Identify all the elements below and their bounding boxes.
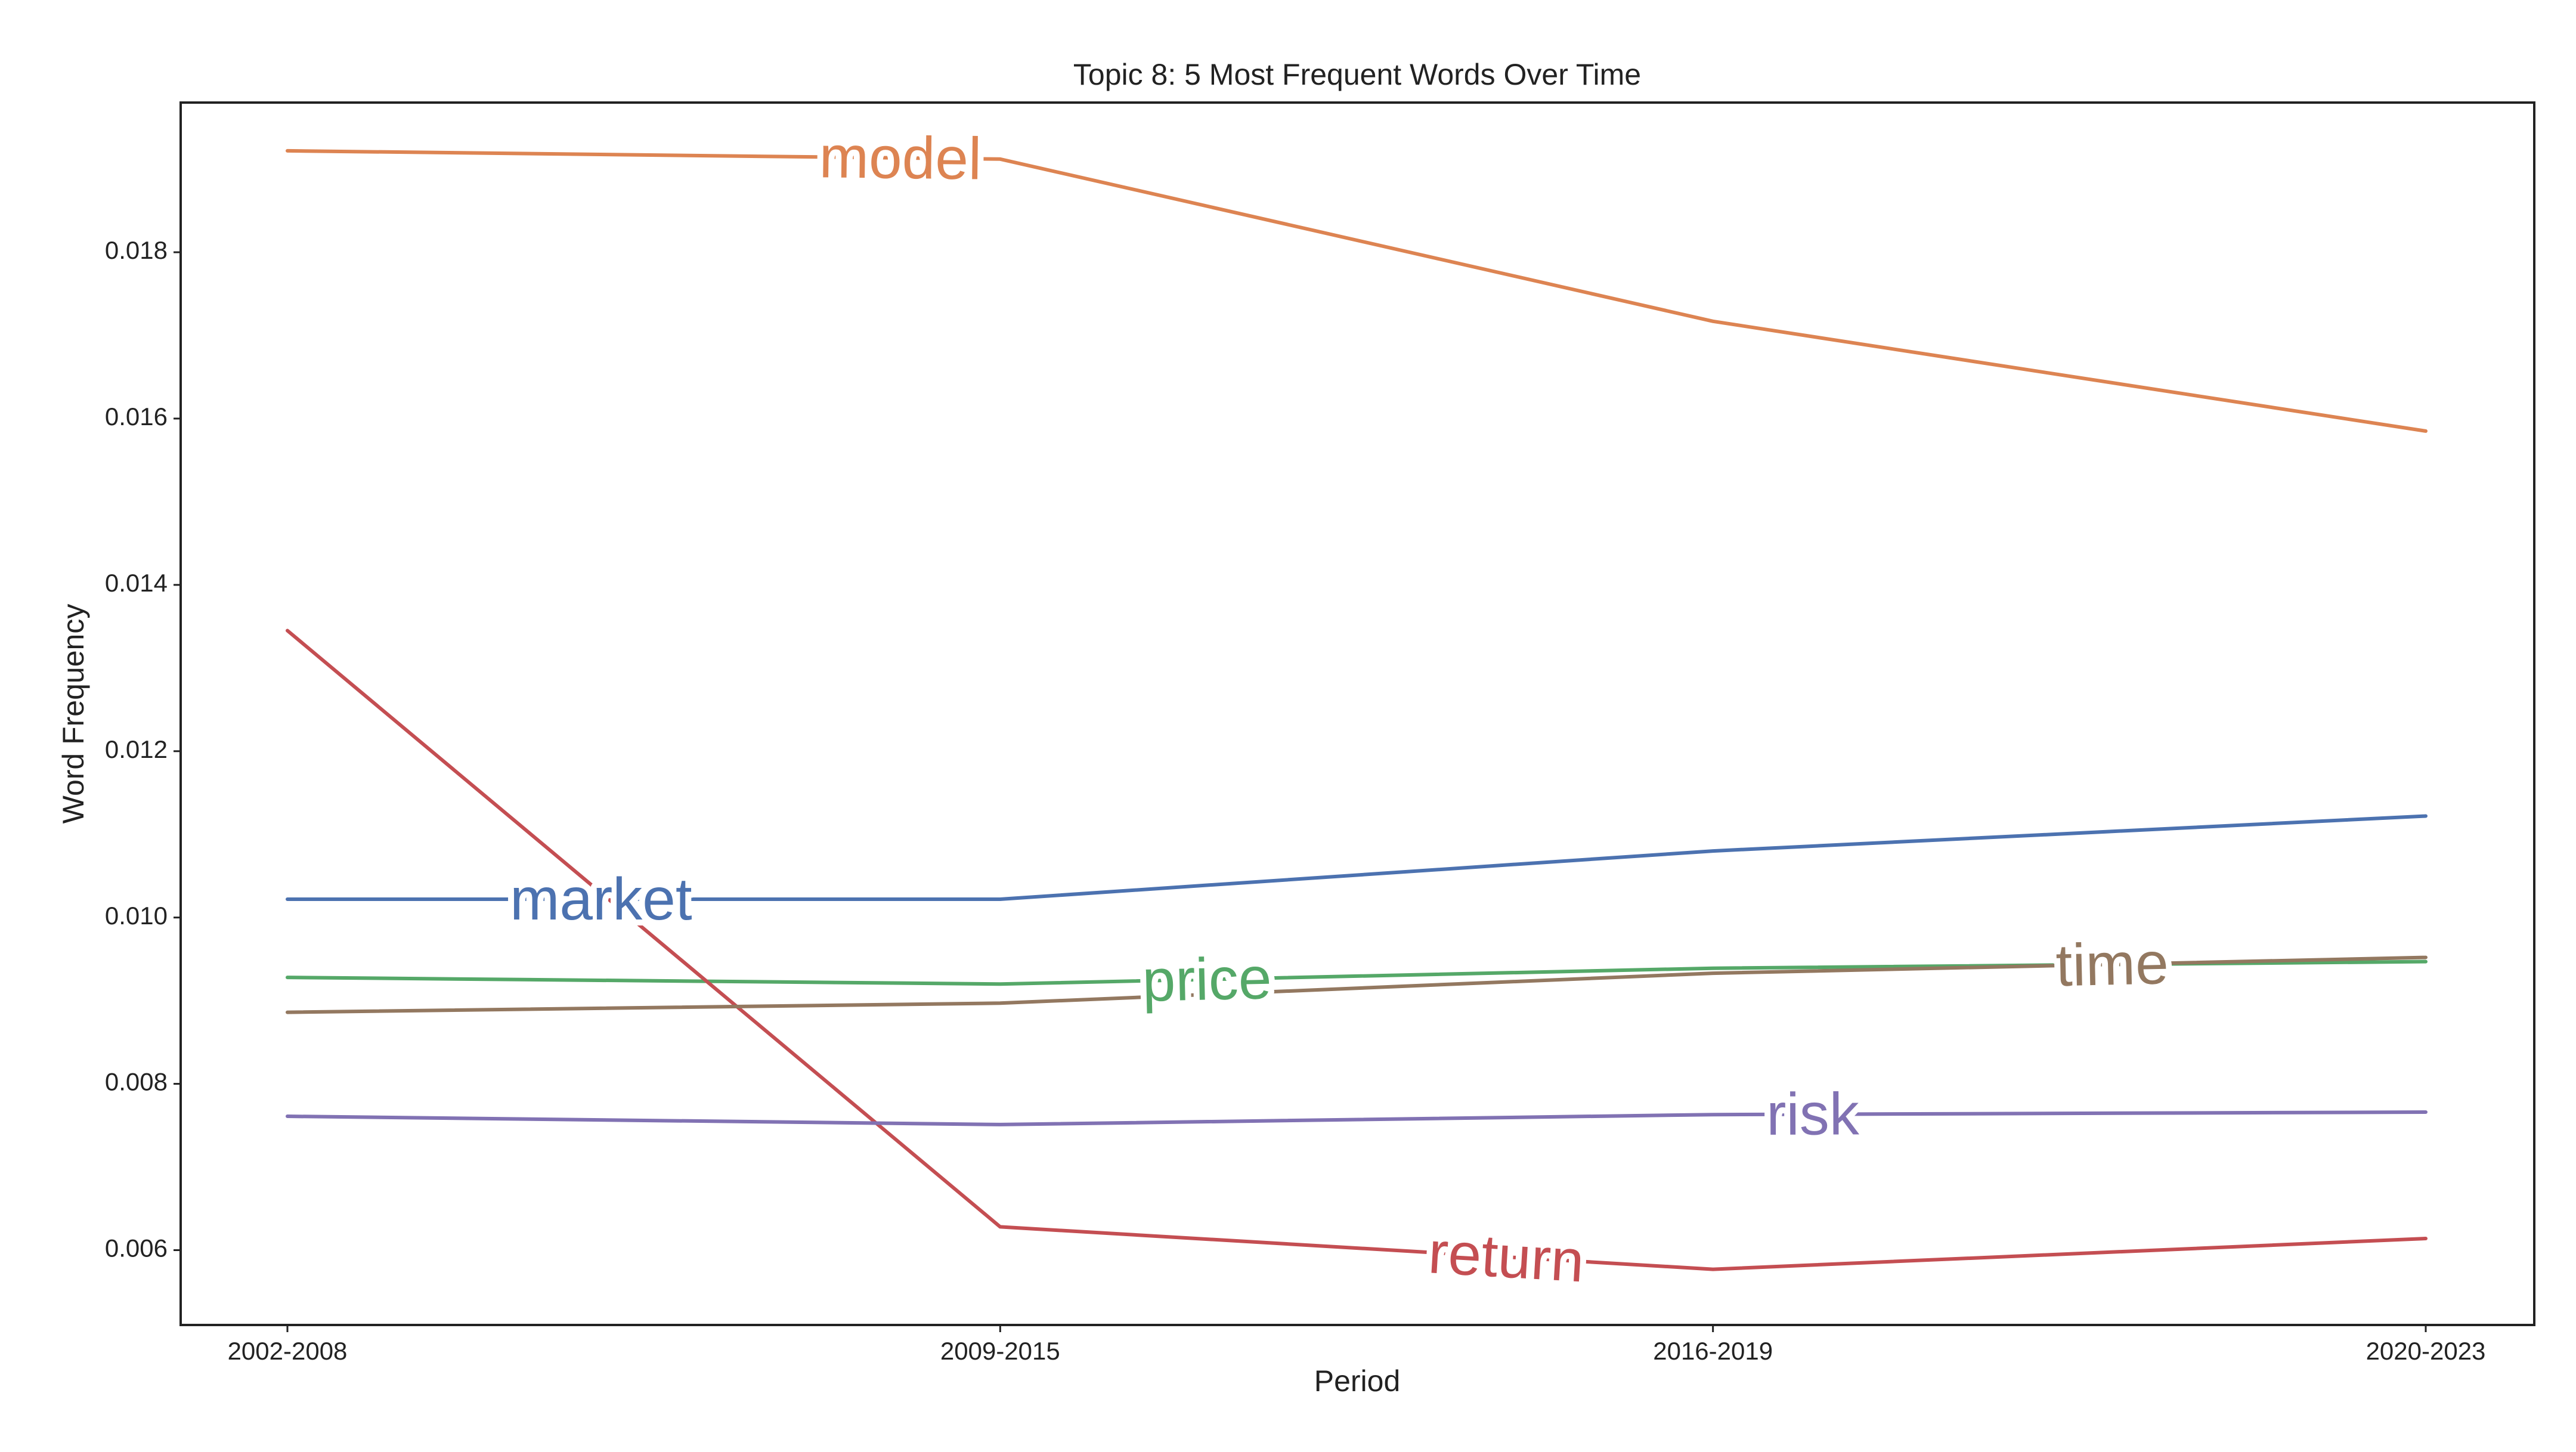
x-tick-label: 2002-2008: [228, 1337, 348, 1365]
series-label-model: model: [819, 123, 982, 192]
series-label-price: price: [1141, 945, 1272, 1014]
x-tick-label: 2016-2019: [1653, 1337, 1773, 1365]
plot-frame: [179, 101, 2535, 1326]
x-tick-label: 2020-2023: [2366, 1337, 2486, 1365]
series-lines: [286, 148, 2428, 1271]
series-label-time: time: [2055, 930, 2169, 999]
y-tick-label: 0.018: [105, 236, 168, 264]
y-tick-label: 0.008: [105, 1068, 168, 1096]
series-label-return: return: [1426, 1219, 1586, 1295]
series-line-time: [286, 955, 2428, 1014]
series-line-return: [286, 629, 2428, 1271]
y-axis-ticks: 0.006 0.008 0.010 0.012 0.014 0.016 0.018: [105, 236, 181, 1262]
y-tick-label: 0.014: [105, 569, 168, 597]
series-label-risk: risk: [1766, 1081, 1860, 1148]
series-labels: market model price return risk time: [504, 117, 2175, 1301]
series-label-market: market: [510, 866, 692, 933]
series-line-model: [286, 148, 2428, 433]
y-tick-label: 0.010: [105, 902, 168, 930]
x-axis-title: Period: [1314, 1364, 1401, 1398]
y-tick-label: 0.016: [105, 403, 168, 431]
plot-background: [181, 103, 2534, 1325]
series-line-market: [286, 814, 2428, 901]
y-tick-label: 0.012: [105, 735, 168, 763]
x-axis-ticks: 2002-2008 2009-2015 2016-2019 2020-2023: [228, 1325, 2486, 1365]
series-line-risk: [286, 1110, 2428, 1126]
chart-title: Topic 8: 5 Most Frequent Words Over Time: [1073, 58, 1641, 91]
y-axis-title: Word Frequency: [57, 604, 90, 824]
y-tick-label: 0.006: [105, 1234, 168, 1262]
x-tick-label: 2009-2015: [940, 1337, 1060, 1365]
